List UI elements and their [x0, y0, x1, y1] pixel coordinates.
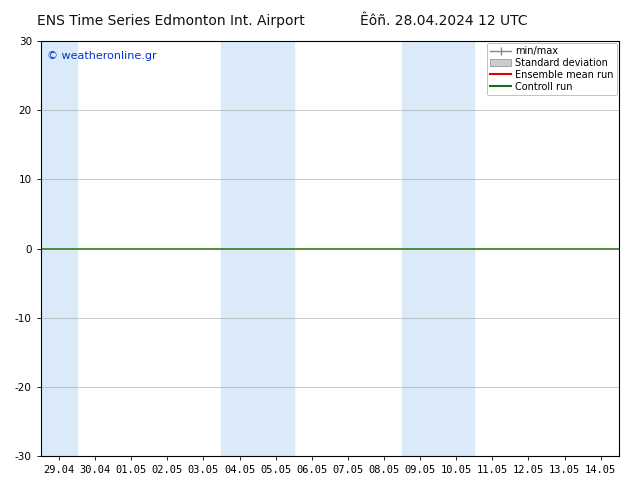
Legend: min/max, Standard deviation, Ensemble mean run, Controll run: min/max, Standard deviation, Ensemble me…: [487, 43, 617, 95]
Text: Êôñ. 28.04.2024 12 UTC: Êôñ. 28.04.2024 12 UTC: [360, 14, 527, 28]
Text: © weatheronline.gr: © weatheronline.gr: [47, 51, 157, 61]
Bar: [402, 41, 474, 456]
Text: ENS Time Series Edmonton Int. Airport: ENS Time Series Edmonton Int. Airport: [37, 14, 305, 28]
Bar: [41, 41, 77, 456]
Bar: [221, 41, 294, 456]
